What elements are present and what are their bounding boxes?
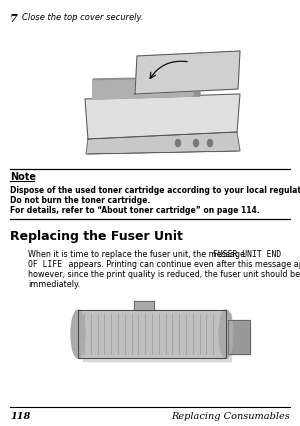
Circle shape	[208, 140, 212, 147]
Ellipse shape	[219, 310, 233, 358]
Text: For details, refer to “About toner cartridge” on page 114.: For details, refer to “About toner cartr…	[10, 205, 260, 215]
Circle shape	[194, 140, 199, 147]
Polygon shape	[228, 320, 250, 354]
Text: Do not burn the toner cartridge.: Do not burn the toner cartridge.	[10, 196, 150, 204]
Text: Dispose of the used toner cartridge according to your local regulations.: Dispose of the used toner cartridge acco…	[10, 186, 300, 195]
Text: 7: 7	[10, 13, 18, 24]
Text: Note: Note	[10, 172, 36, 181]
Text: Close the top cover securely.: Close the top cover securely.	[22, 13, 143, 22]
Text: Replacing Consumables: Replacing Consumables	[171, 411, 290, 420]
Polygon shape	[86, 132, 240, 155]
Text: 118: 118	[10, 411, 30, 420]
Text: Replacing the Fuser Unit: Replacing the Fuser Unit	[10, 230, 183, 242]
Text: appears. Printing can continue even after this message appears;: appears. Printing can continue even afte…	[66, 259, 300, 268]
Text: OF LIFE: OF LIFE	[28, 259, 62, 268]
Text: When it is time to replace the fuser unit, the message: When it is time to replace the fuser uni…	[28, 249, 248, 259]
Text: FUSER UNIT END: FUSER UNIT END	[213, 249, 281, 259]
Circle shape	[176, 140, 181, 147]
Polygon shape	[83, 313, 231, 361]
Polygon shape	[135, 52, 240, 95]
Polygon shape	[78, 310, 226, 358]
Polygon shape	[93, 78, 200, 100]
Ellipse shape	[71, 310, 85, 358]
Polygon shape	[85, 95, 240, 140]
Text: however, since the print quality is reduced, the fuser unit should be replaced: however, since the print quality is redu…	[28, 269, 300, 278]
Polygon shape	[93, 80, 193, 100]
Polygon shape	[134, 301, 154, 310]
Text: immediately.: immediately.	[28, 279, 80, 288]
